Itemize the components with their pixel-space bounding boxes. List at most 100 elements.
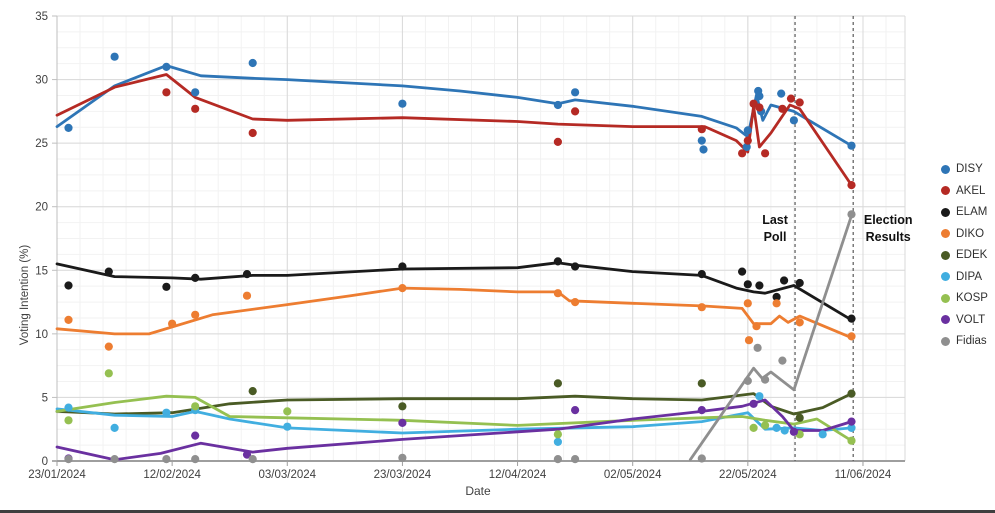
poll-dot-dipa — [553, 437, 563, 446]
legend-label: ELAM — [956, 206, 988, 218]
poll-dot-disy — [162, 62, 171, 71]
legend-swatch-icon — [941, 207, 950, 217]
poll-dot-volt — [749, 399, 758, 408]
poll-dot-akel — [761, 149, 770, 158]
poll-dot-elam — [398, 262, 407, 271]
poll-dot-fidias — [191, 455, 200, 464]
poll-dot-fidias — [64, 455, 73, 464]
poll-dot-kosp — [191, 402, 200, 411]
poll-dot-elam — [697, 270, 706, 279]
x-tick-label: 02/05/2024 — [604, 469, 662, 481]
legend-swatch-icon — [941, 293, 950, 303]
legend-label: VOLT — [956, 313, 986, 326]
poll-dot-diko — [847, 332, 856, 341]
poll-dot-dipa — [64, 403, 73, 412]
poll-dot-akel — [786, 94, 796, 103]
poll-dot-elam — [191, 273, 200, 282]
poll-dot-diko — [553, 289, 563, 298]
poll-dot-diko — [571, 298, 580, 307]
y-tick-label: 35 — [35, 11, 48, 23]
legend-label: Fidias — [956, 335, 987, 347]
legend-swatch-icon — [941, 229, 950, 238]
legend-item-disy: DISY — [941, 163, 988, 175]
poll-dot-akel — [191, 104, 200, 113]
poll-dot-diko — [242, 291, 252, 300]
poll-dot-elam — [743, 280, 752, 289]
legend-item-elam: ELAM — [941, 206, 988, 218]
poll-dot-akel — [795, 98, 804, 107]
y-tick-label: 15 — [35, 265, 48, 277]
trend-line-fidias — [688, 214, 853, 462]
poll-dot-akel — [743, 136, 752, 145]
poll-dot-volt — [571, 406, 580, 415]
legend-swatch-icon — [941, 315, 950, 324]
legend-item-dipa: DIPA — [941, 271, 988, 283]
poll-dot-elam — [772, 292, 781, 302]
poll-dot-volt — [242, 450, 252, 459]
poll-dot-fidias — [162, 455, 171, 464]
poll-dot-dipa — [283, 422, 292, 431]
poll-dot-diko — [697, 303, 706, 312]
poll-dot-kosp — [104, 369, 113, 378]
poll-dot-volt — [191, 431, 200, 440]
x-axis-title: Date — [465, 484, 491, 498]
poll-dot-disy — [697, 136, 706, 145]
poll-dot-diko — [744, 336, 754, 345]
annotation-label: Election — [864, 213, 913, 227]
poll-dot-dipa — [772, 423, 781, 432]
x-tick-label: 12/04/2024 — [489, 469, 547, 481]
poll-dot-akel — [755, 103, 764, 112]
poll-dot-akel — [847, 181, 856, 190]
x-tick-label: 11/06/2024 — [835, 469, 892, 481]
y-tick-label: 20 — [35, 202, 48, 214]
poll-dot-fidias — [778, 356, 787, 365]
poll-dot-volt — [697, 406, 706, 415]
poll-dot-fidias — [110, 455, 119, 464]
poll-dot-diko — [772, 299, 781, 308]
poll-dot-volt — [847, 417, 856, 426]
poll-dot-diko — [752, 322, 761, 331]
poll-dot-edek — [248, 387, 257, 396]
poll-dot-kosp — [553, 430, 563, 439]
poll-dot-disy — [777, 89, 786, 98]
legend-label: DIKO — [956, 227, 985, 240]
poll-dot-diko — [398, 284, 407, 293]
poll-dot-elam — [242, 270, 252, 279]
trend-line-kosp — [55, 394, 853, 443]
legend-swatch-icon — [941, 186, 950, 195]
poll-dot-volt — [398, 418, 407, 427]
annotation-label: Results — [866, 230, 911, 244]
poll-dot-elam — [738, 267, 747, 276]
poll-dot-disy — [699, 145, 708, 154]
poll-dot-fidias — [743, 376, 752, 385]
poll-dot-diko — [104, 342, 113, 351]
x-tick-label: 23/01/2024 — [28, 469, 86, 481]
legend: DISY AKEL ELAM DIKO EDEK DIPA KOSP VOLT Fidias — [941, 163, 988, 347]
poll-dot-fidias — [571, 455, 580, 464]
poll-dot-kosp — [847, 436, 856, 445]
poll-dot-edek — [847, 389, 856, 398]
poll-dot-elam — [553, 257, 563, 266]
poll-dot-kosp — [64, 416, 73, 425]
poll-dot-dipa — [110, 423, 119, 432]
y-tick-label: 0 — [42, 456, 48, 468]
poll-dot-akel — [738, 149, 747, 158]
poll-dot-diko — [743, 299, 752, 308]
y-tick-label: 5 — [42, 392, 48, 404]
poll-dot-disy — [191, 88, 200, 97]
trend-line-akel — [55, 73, 853, 187]
poll-dot-fidias — [248, 455, 257, 464]
poll-dot-akel — [571, 107, 580, 116]
poll-dot-edek — [398, 402, 407, 411]
legend-item-fidias: Fidias — [941, 335, 988, 347]
poll-dot-dipa — [847, 423, 856, 432]
poll-dot-elam — [780, 276, 789, 285]
poll-dot-fidias — [553, 455, 563, 464]
trend-line-disy — [55, 64, 853, 148]
poll-dot-disy — [789, 116, 799, 125]
y-tick-label: 25 — [35, 138, 48, 150]
poll-dot-disy — [755, 92, 764, 101]
poll-dot-dipa — [755, 392, 764, 401]
